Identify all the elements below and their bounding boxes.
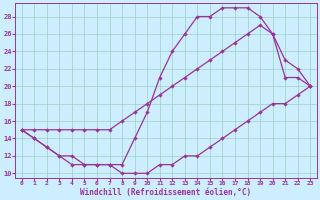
- X-axis label: Windchill (Refroidissement éolien,°C): Windchill (Refroidissement éolien,°C): [80, 188, 252, 197]
